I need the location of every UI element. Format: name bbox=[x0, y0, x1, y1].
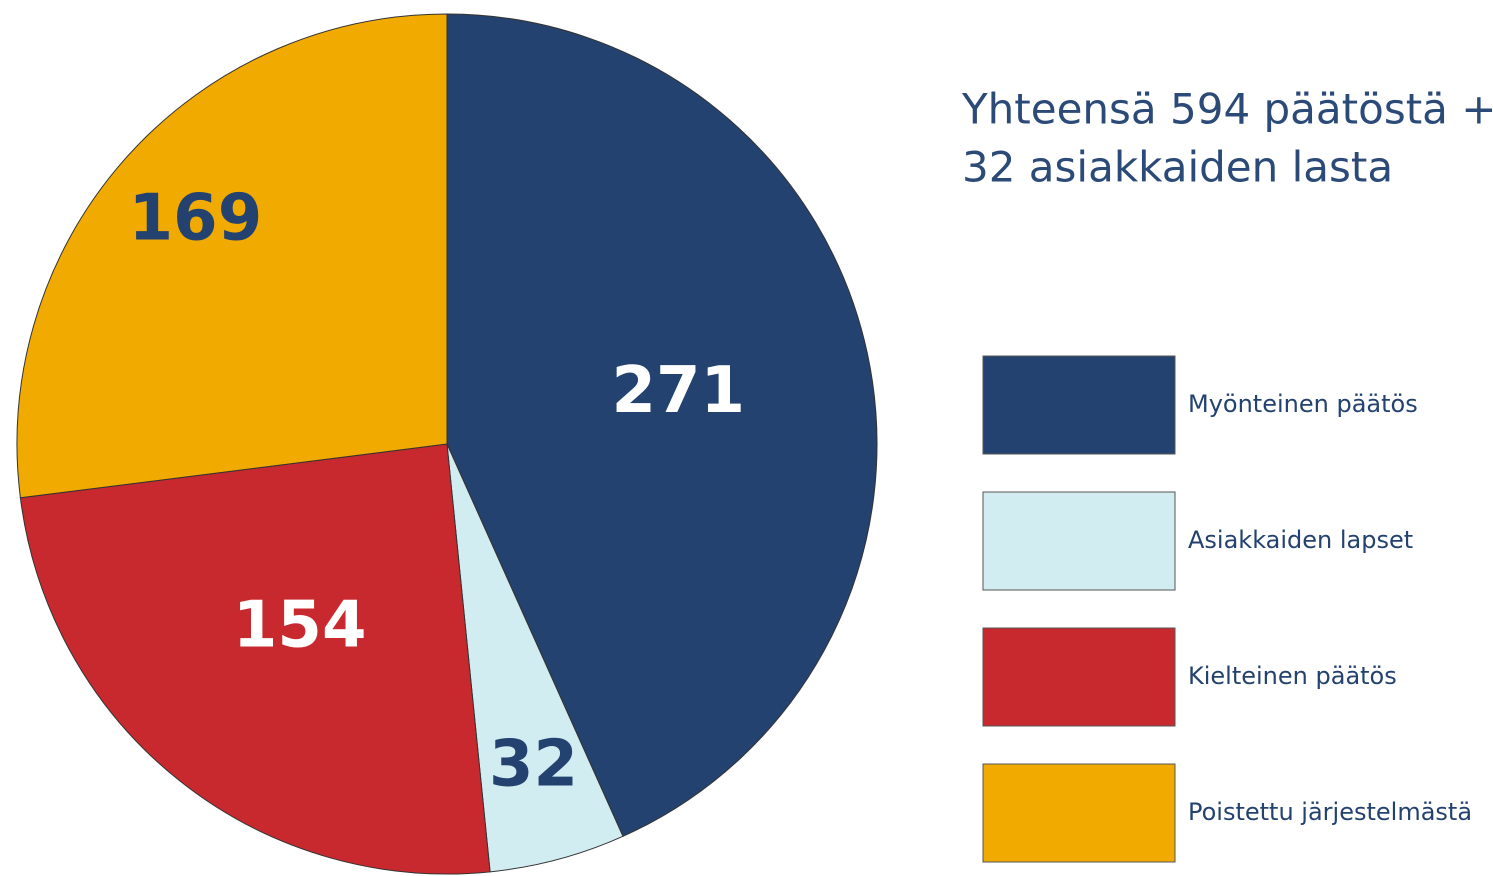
chart-title: 32 asiakkaiden lasta bbox=[962, 143, 1393, 192]
legend-swatch bbox=[982, 627, 1176, 727]
pie-slice bbox=[446, 13, 878, 838]
pie-slice bbox=[16, 13, 448, 499]
pie-slice bbox=[19, 443, 491, 875]
legend-label: Kielteinen päätös bbox=[1188, 662, 1397, 690]
legend-label: Myönteinen päätös bbox=[1188, 390, 1418, 418]
chart-title: Yhteensä 594 päätöstä + bbox=[961, 85, 1493, 134]
legend-swatch bbox=[982, 491, 1176, 591]
data-label: 169 bbox=[129, 182, 263, 256]
data-label: 271 bbox=[611, 354, 745, 428]
legend-label: Poistettu järjestelmästä bbox=[1188, 798, 1472, 826]
legend-swatch bbox=[982, 355, 1176, 455]
legend-label: Asiakkaiden lapset bbox=[1188, 526, 1413, 554]
data-label: 154 bbox=[233, 589, 367, 663]
data-label: 32 bbox=[489, 728, 578, 802]
legend-swatch bbox=[982, 763, 1176, 863]
